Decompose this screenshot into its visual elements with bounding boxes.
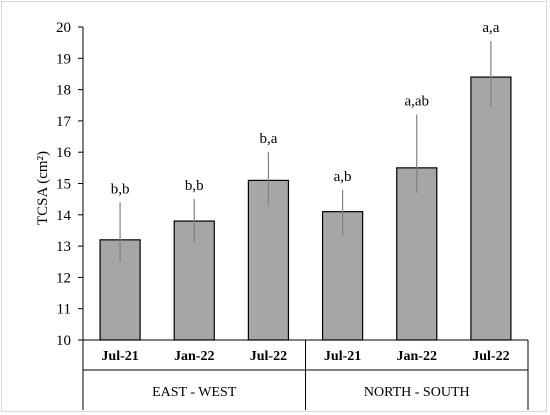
y-tick-label: 12 [56,270,71,286]
significance-label: b,b [185,178,204,194]
x-category-label: Jul-22 [250,349,287,364]
significance-label: b,b [111,181,130,197]
y-tick-label: 10 [56,333,71,349]
y-tick-label: 13 [56,239,71,255]
x-category-label: Jan-22 [397,349,437,364]
y-tick-label: 16 [56,145,72,161]
y-tick-label: 18 [56,83,71,99]
x-category-label: Jul-22 [472,349,509,364]
y-tick-label: 20 [56,20,71,36]
bar [470,76,512,341]
y-tick-label: 11 [57,302,71,318]
y-tick-label: 14 [56,208,72,224]
significance-label: a,a [482,20,499,36]
error-bars [119,41,492,262]
x-group-label: EAST - WEST [152,385,237,400]
x-axis: Jul-21 Jan-22 Jul-22 Jul-21 Jan-22 Jul-22 EAST… [82,339,529,410]
bars [99,76,512,341]
x-group-label: NORTH - SOUTH [364,385,470,400]
x-category-label: Jul-21 [324,349,361,364]
y-axis-title: TCSA (cm²) [35,151,51,225]
significance-label: a,ab [404,94,429,110]
y-tick-label: 17 [56,114,72,130]
significance-labels: b,b b,b b,a a,b a,ab a,a [111,20,500,197]
x-category-label: Jul-21 [101,349,138,364]
y-axis: 10 11 12 13 14 15 16 17 18 19 20 [56,20,84,349]
y-tick-label: 15 [56,177,71,193]
bar [396,167,438,341]
y-tick-label: 19 [56,51,71,67]
x-category-label: Jan-22 [174,349,214,364]
significance-label: b,a [259,131,277,147]
significance-label: a,b [334,169,352,185]
